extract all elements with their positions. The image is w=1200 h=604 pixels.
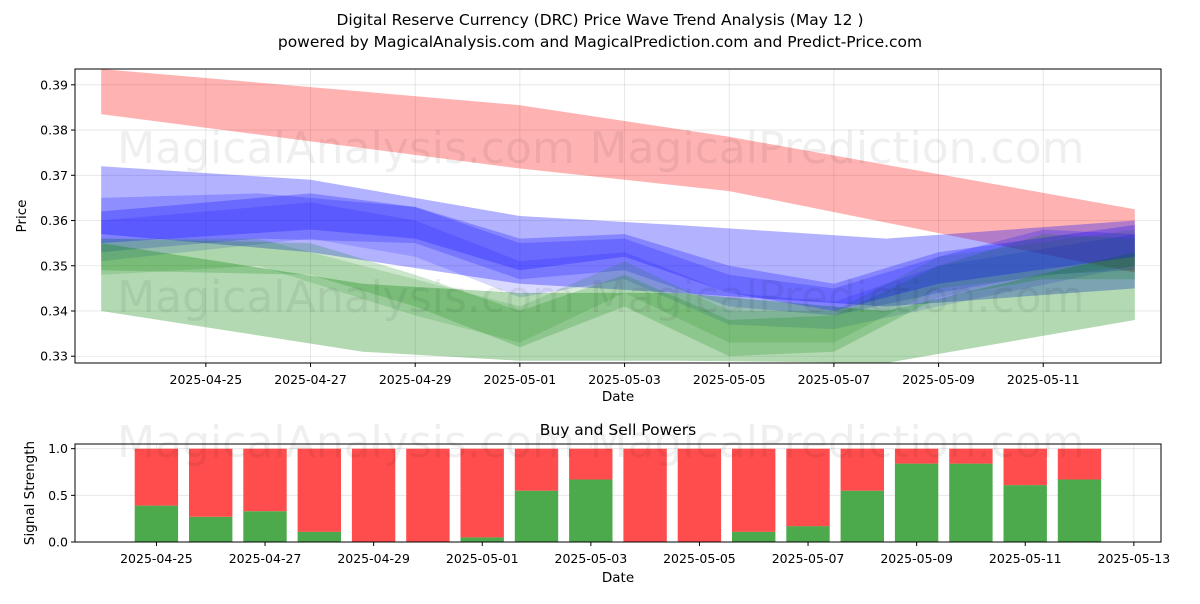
signal-xtick-label-5: 2025-05-05	[663, 551, 736, 566]
price-xtick-label-1: 2025-04-27	[274, 372, 347, 387]
price-xlabel: Date	[602, 389, 634, 405]
signal-xlabel: Date	[602, 570, 634, 586]
signal-xtick-label-8: 2025-05-11	[989, 551, 1062, 566]
price-ticks: 0.33 0.34 0.35 0.36 0.37 0.38 0.39 2025-04-25 20…	[40, 77, 1079, 387]
signal-ytick-label-0: 0.0	[48, 535, 68, 550]
sell-bar-2025-04-29	[351, 448, 396, 542]
sell-bar-2025-04-26	[189, 448, 233, 517]
sell-bar-2025-04-30	[406, 448, 450, 542]
price-band-green-5	[101, 234, 1135, 357]
price-xtick-label-7: 2025-05-09	[902, 372, 975, 387]
price-ylabel: Price	[14, 200, 30, 233]
signal-xtick-label-1: 2025-04-27	[229, 551, 302, 566]
watermark-analysis-bottom: MagicalAnalysis.com	[117, 417, 575, 468]
signal-xtick-label-9: 2025-05-13	[1098, 551, 1171, 566]
buy-bar-2025-05-03	[569, 479, 613, 542]
price-ytick-label-1: 0.34	[40, 303, 68, 318]
buy-bar-2025-04-26	[189, 516, 233, 542]
sell-bar-2025-05-08	[840, 448, 884, 491]
buy-bar-2025-05-09	[894, 463, 939, 542]
price-band-blue-2	[101, 193, 1135, 316]
sell-bar-2025-05-02	[514, 448, 559, 491]
buy-bar-2025-04-27	[243, 511, 287, 542]
signal-bars	[134, 448, 1102, 542]
price-band-green-6	[101, 229, 1135, 343]
watermark-prediction-top: MagicalPrediction.com	[590, 123, 1085, 174]
signal-xtick-label-4: 2025-05-03	[555, 551, 628, 566]
signal-xtick-label-2: 2025-04-29	[337, 551, 410, 566]
price-grid	[75, 69, 1161, 363]
signal-ylabel: Signal Strength	[22, 441, 38, 545]
sell-bar-2025-05-11	[1003, 448, 1047, 486]
watermark-analysis-top: MagicalAnalysis.com	[117, 123, 575, 174]
buy-bar-2025-05-02	[514, 490, 559, 542]
price-band-blue-3	[101, 202, 1135, 330]
price-bands	[101, 69, 1135, 363]
price-ytick-label-2: 0.35	[40, 258, 68, 273]
price-xtick-label-2: 2025-04-29	[379, 372, 452, 387]
sell-bar-2025-05-01	[460, 448, 504, 538]
buy-bar-2025-05-07	[786, 526, 830, 542]
signal-xtick-label-6: 2025-05-07	[772, 551, 845, 566]
price-band-blue-7	[101, 193, 1135, 311]
sell-bar-2025-04-25	[134, 448, 179, 506]
sell-bar-2025-05-10	[949, 448, 993, 464]
sell-bar-2025-04-27	[243, 448, 287, 512]
price-xtick-label-0: 2025-04-25	[170, 372, 243, 387]
sell-bar-2025-05-12	[1057, 448, 1102, 480]
price-xtick-label-6: 2025-05-07	[798, 372, 871, 387]
watermark-prediction-mid: MagicalPrediction.com	[590, 272, 1085, 323]
buy-bar-2025-05-06	[732, 531, 776, 542]
price-ytick-label-4: 0.37	[40, 168, 68, 183]
signal-plot-frame	[74, 443, 1162, 543]
buy-bar-2025-04-28	[297, 531, 341, 542]
sell-bar-2025-05-09	[894, 448, 939, 464]
sell-bar-2025-05-04	[623, 448, 667, 542]
buy-bar-2025-05-12	[1057, 479, 1102, 542]
sell-bar-2025-04-28	[297, 448, 341, 532]
chart-subtitle: powered by MagicalAnalysis.com and Magic…	[278, 33, 922, 51]
sell-bar-2025-05-07	[786, 448, 830, 527]
chart-title: Digital Reserve Currency (DRC) Price Wav…	[336, 11, 863, 29]
price-ytick-label-5: 0.38	[40, 123, 68, 138]
buy-bar-2025-05-11	[1003, 485, 1047, 542]
signal-xtick-label-3: 2025-05-01	[446, 551, 519, 566]
price-plot: MagicalAnalysis.com MagicalPrediction.co…	[14, 68, 1162, 405]
signal-plot: Buy and Sell Powers MagicalAnalysis.com …	[22, 417, 1170, 586]
signal-ytick-label-2: 1.0	[48, 441, 68, 456]
price-ytick-label-0: 0.33	[40, 349, 68, 364]
price-ytick-label-6: 0.39	[40, 77, 68, 92]
signal-ticks: 0.0 0.5 1.0 2025-04-25 2025-04-27 2025-04-29 2…	[48, 441, 1170, 566]
buy-bar-2025-04-25	[134, 505, 179, 542]
signal-title: Buy and Sell Powers	[540, 421, 697, 439]
price-xtick-label-3: 2025-05-01	[484, 372, 557, 387]
watermark-prediction-bottom: MagicalPrediction.com	[590, 417, 1085, 468]
signal-xtick-label-0: 2025-04-25	[120, 551, 193, 566]
buy-bar-2025-05-10	[949, 463, 993, 542]
price-plot-frame	[74, 68, 1162, 364]
signal-xtick-label-7: 2025-05-09	[880, 551, 953, 566]
sell-bar-2025-05-05	[677, 448, 722, 542]
price-xtick-label-5: 2025-05-05	[693, 372, 766, 387]
price-xtick-label-8: 2025-05-11	[1007, 372, 1080, 387]
price-band-blue-1	[101, 166, 1135, 307]
price-band-red-0	[101, 69, 1135, 273]
watermark-analysis-mid: MagicalAnalysis.com	[117, 272, 575, 323]
buy-bar-2025-05-08	[840, 490, 884, 542]
sell-bar-2025-05-03	[569, 448, 613, 480]
buy-bar-2025-05-01	[460, 537, 504, 542]
sell-bar-2025-05-06	[732, 448, 776, 532]
price-xtick-label-4: 2025-05-03	[588, 372, 661, 387]
price-band-green-4	[101, 243, 1135, 363]
signal-ytick-label-1: 0.5	[48, 488, 68, 503]
price-ytick-label-3: 0.36	[40, 213, 68, 228]
